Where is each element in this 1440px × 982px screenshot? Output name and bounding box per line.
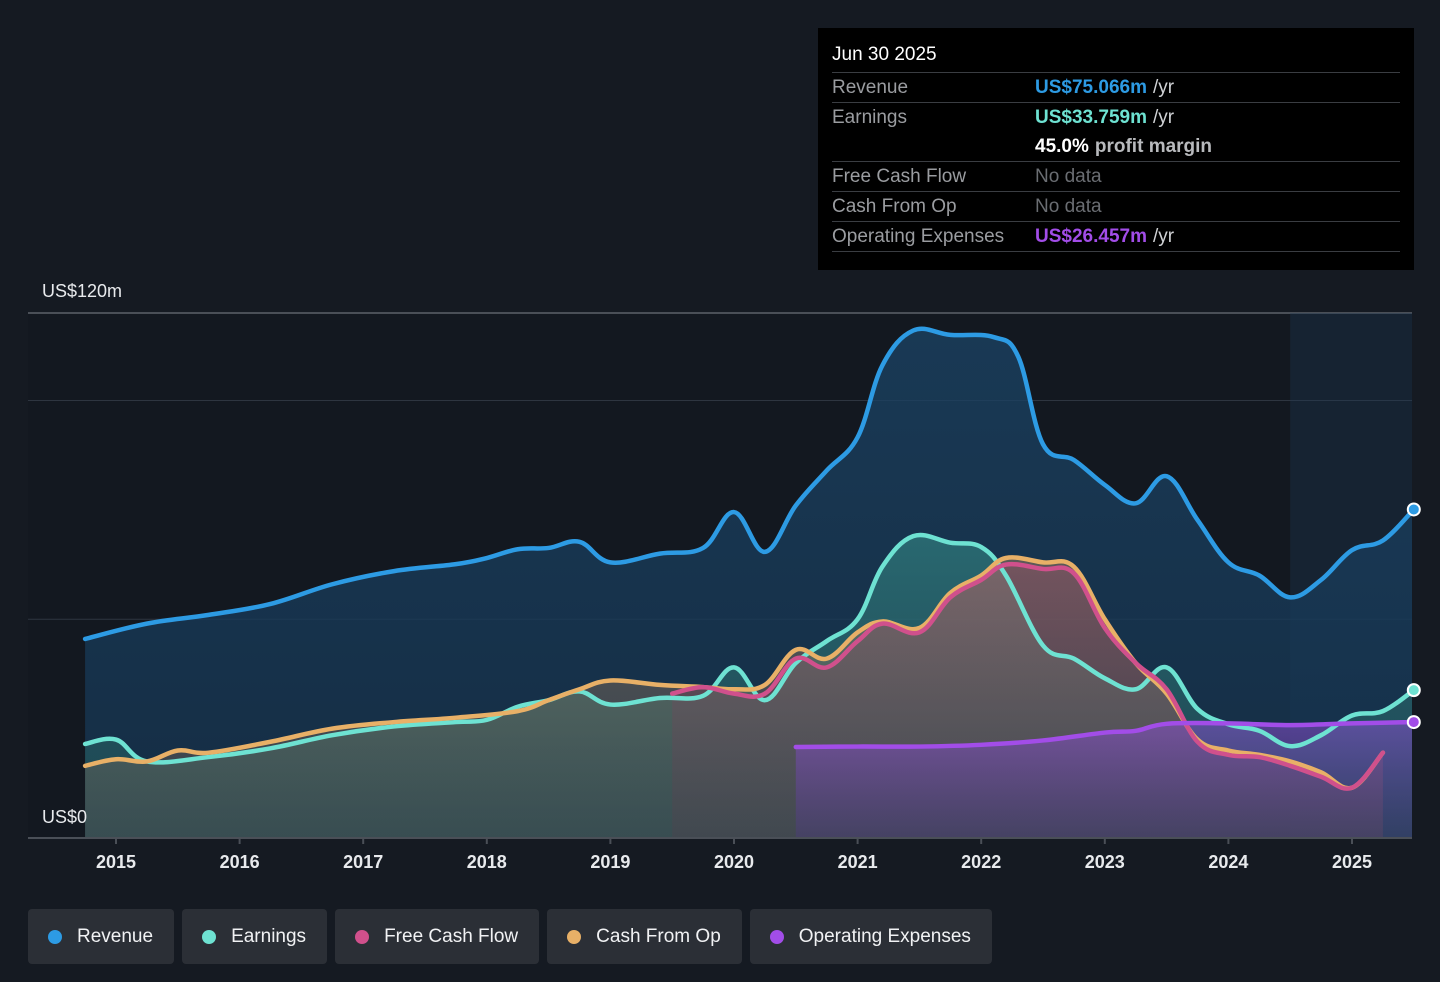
x-tick-label: 2020 — [714, 852, 754, 872]
free-cash-flow-dot-icon — [355, 929, 370, 944]
revenue-end-marker[interactable] — [1406, 502, 1421, 517]
tooltip-label: Cash From Op — [832, 196, 957, 217]
cash-from-op-dot-icon — [567, 929, 582, 944]
tooltip-label: Earnings — [832, 107, 907, 128]
legend-item-cash-from-op[interactable]: Cash From Op — [547, 909, 742, 964]
tooltip-row-margin: 45.0% profit margin — [832, 132, 1400, 162]
operating-expenses-area — [795, 722, 1412, 838]
legend-label: Cash From Op — [596, 925, 721, 947]
revenue-line — [82, 326, 1412, 642]
x-tick-label: 2023 — [1085, 852, 1125, 872]
x-tick-label: 2016 — [220, 852, 260, 872]
tooltip-row-revenue: Revenue US$75.066m /yr — [832, 73, 1400, 103]
tooltip-value: US$26.457m — [1035, 226, 1147, 247]
tooltip-date: Jun 30 2025 — [832, 42, 1400, 73]
tooltip-row-fcf: Free Cash Flow No data — [832, 162, 1400, 192]
tooltip-unit: /yr — [1152, 226, 1175, 247]
tooltip-label — [832, 132, 1035, 161]
tooltip-value: US$33.759m — [1035, 107, 1147, 128]
profit-margin-label: profit margin — [1094, 136, 1213, 157]
free-cash-flow-line — [669, 561, 1386, 791]
tooltip-label: Free Cash Flow — [832, 166, 967, 187]
legend-item-operating-expenses[interactable]: Operating Expenses — [749, 909, 992, 964]
y-axis-max-label: US$120m — [42, 281, 123, 301]
operating-expenses-dot-icon — [769, 929, 784, 944]
x-tick-label: 2025 — [1332, 852, 1372, 872]
x-tick-label: 2022 — [961, 852, 1001, 872]
earnings-end-marker[interactable] — [1406, 683, 1421, 698]
earnings-dot-icon — [202, 929, 217, 944]
tooltip-unit: /yr — [1152, 77, 1175, 98]
x-tick-label: 2024 — [1208, 852, 1248, 872]
tooltip-unit: /yr — [1152, 107, 1175, 128]
tooltip-row-opex: Operating Expenses US$26.457m /yr — [832, 222, 1400, 252]
tooltip-label: Revenue — [832, 77, 909, 98]
tooltip-row-cfo: Cash From Op No data — [832, 192, 1400, 222]
profit-margin-value: 45.0% — [1035, 136, 1089, 157]
y-axis-min-label: US$0 — [42, 807, 88, 827]
tooltip-value: No data — [1035, 166, 1102, 187]
x-tick-label: 2021 — [838, 852, 878, 872]
revenue-dot-icon — [48, 929, 62, 944]
x-tick-label: 2019 — [590, 852, 630, 872]
legend-item-earnings[interactable]: Earnings — [182, 909, 328, 964]
operating-expenses-end-marker[interactable] — [1406, 715, 1421, 730]
legend-label: Revenue — [77, 925, 154, 947]
legend: Revenue Earnings Free Cash Flow Cash Fro… — [28, 909, 992, 964]
x-tick-label: 2015 — [96, 852, 136, 872]
x-tick-label: 2017 — [343, 852, 383, 872]
operating-expenses-line — [793, 719, 1412, 750]
tooltip-row-earnings: Earnings US$33.759m /yr — [832, 103, 1400, 132]
tooltip-value: US$75.066m — [1035, 77, 1147, 98]
legend-item-free-cash-flow[interactable]: Free Cash Flow — [335, 909, 540, 964]
tooltip-value: No data — [1035, 196, 1102, 217]
legend-item-revenue[interactable]: Revenue — [28, 909, 175, 964]
legend-label: Operating Expenses — [798, 925, 971, 947]
tooltip-panel: Jun 30 2025 Revenue US$75.066m /yr Earni… — [818, 28, 1414, 270]
x-tick-label: 2018 — [467, 852, 507, 872]
legend-label: Earnings — [231, 925, 307, 947]
legend-label: Free Cash Flow — [384, 925, 519, 947]
x-axis: 2015 2016 2017 2018 2019 2020 2021 2022 2023 2024… — [28, 837, 1412, 872]
tooltip-label: Operating Expenses — [832, 226, 1005, 247]
